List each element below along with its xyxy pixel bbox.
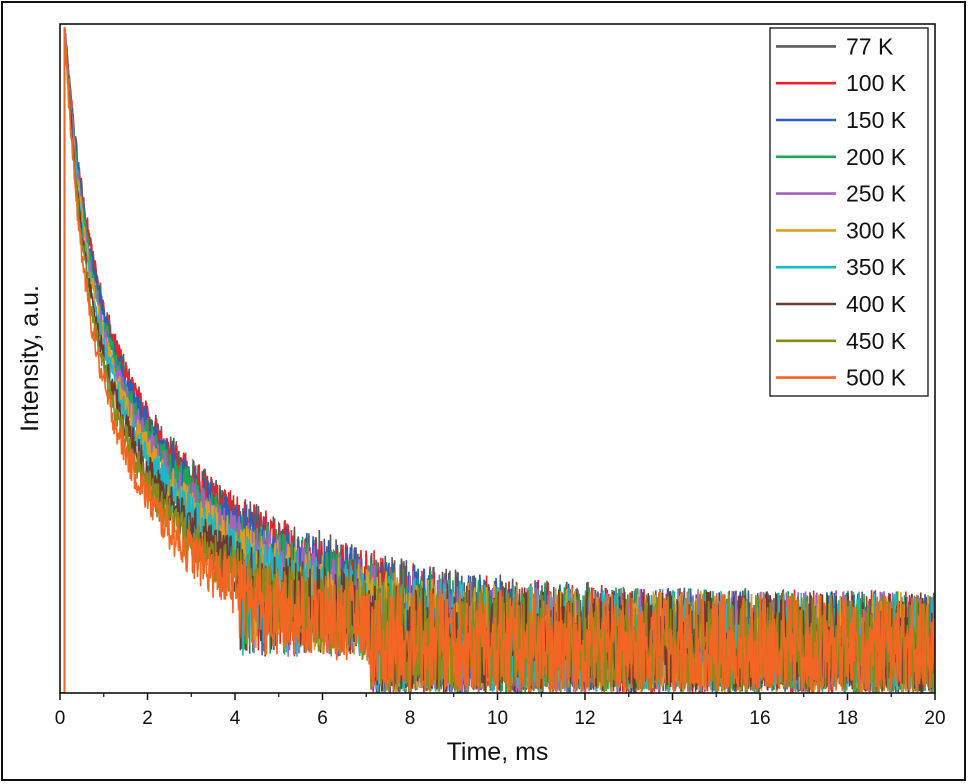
legend-label-77k: 77 K xyxy=(846,33,894,59)
legend-label-150k: 150 K xyxy=(846,107,907,133)
legend-label-350k: 350 K xyxy=(846,254,907,280)
x-tick-label-0: 0 xyxy=(55,708,66,729)
legend-label-500k: 500 K xyxy=(846,365,907,391)
x-tick-label-20: 20 xyxy=(924,708,945,729)
x-tick-label-8: 8 xyxy=(405,708,416,729)
x-tick-label-2: 2 xyxy=(142,708,153,729)
y-axis-label: Intensity, a.u. xyxy=(16,285,44,432)
legend-label-200k: 200 K xyxy=(846,144,907,170)
x-tick-label-12: 12 xyxy=(574,708,595,729)
legend-label-250k: 250 K xyxy=(846,181,907,207)
legend-label-300k: 300 K xyxy=(846,217,907,243)
legend-box xyxy=(769,27,929,397)
legend-label-100k: 100 K xyxy=(846,70,907,96)
x-tick-label-4: 4 xyxy=(230,708,241,729)
x-tick-label-10: 10 xyxy=(487,708,508,729)
x-tick-label-16: 16 xyxy=(749,708,770,729)
legend-label-450k: 450 K xyxy=(846,328,907,354)
x-tick-label-6: 6 xyxy=(317,708,328,729)
x-tick-label-18: 18 xyxy=(837,708,858,729)
series-line-500k xyxy=(60,27,935,693)
x-tick-label-14: 14 xyxy=(662,708,684,729)
legend-label-400k: 400 K xyxy=(846,291,907,317)
x-axis-label: Time, ms xyxy=(447,738,549,766)
